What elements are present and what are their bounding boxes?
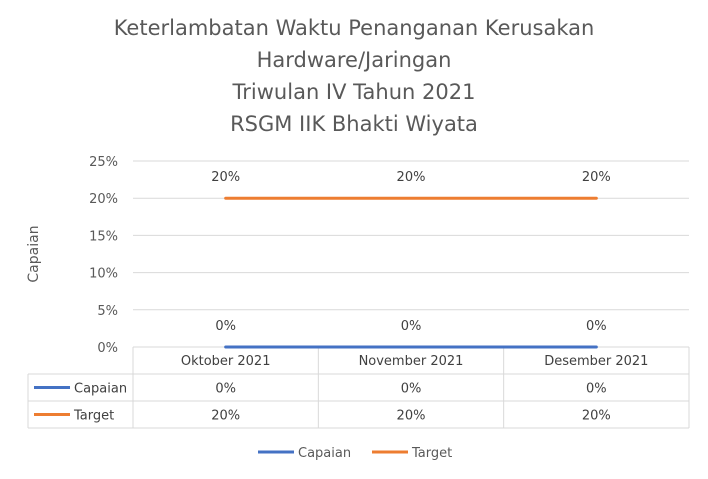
data-label: 0% [586,319,607,334]
chart-title-line-3: Triwulan IV Tahun 2021 [232,80,476,104]
y-tick-label: 20% [89,192,118,207]
table-cell-value: 0% [215,382,236,397]
table-cell-value: 0% [586,382,607,397]
table-series-name: Capaian [74,382,127,397]
data-label: 0% [401,319,422,334]
table-cell-value: 20% [582,409,611,424]
chart-title-line-2: Hardware/Jaringan [256,48,452,72]
table-cell-value: 0% [401,382,422,397]
table-cell-value: 20% [211,409,240,424]
x-tick-label: Oktober 2021 [181,354,271,369]
x-tick-label: Desember 2021 [544,354,648,369]
chart-title: Keterlambatan Waktu Penanganan Kerusakan… [0,12,708,140]
y-tick-label: 15% [89,229,118,244]
table-series-name: Target [73,409,114,424]
data-label: 20% [397,170,426,185]
y-axis-label: Capaian [26,225,42,282]
y-tick-label: 0% [97,341,118,356]
table-cell-value: 20% [397,409,426,424]
data-label: 0% [215,319,236,334]
chart-title-line-1: Keterlambatan Waktu Penanganan Kerusakan [113,16,595,40]
y-tick-label: 25% [89,155,118,170]
chart-title-line-4: RSGM IIK Bhakti Wiyata [230,112,478,136]
y-tick-label: 10% [89,267,118,282]
y-tick-label: 5% [97,304,118,319]
data-label: 20% [582,170,611,185]
legend-label: Target [411,446,452,461]
x-tick-label: November 2021 [359,354,464,369]
legend-label: Capaian [298,446,351,461]
data-label: 20% [211,170,240,185]
